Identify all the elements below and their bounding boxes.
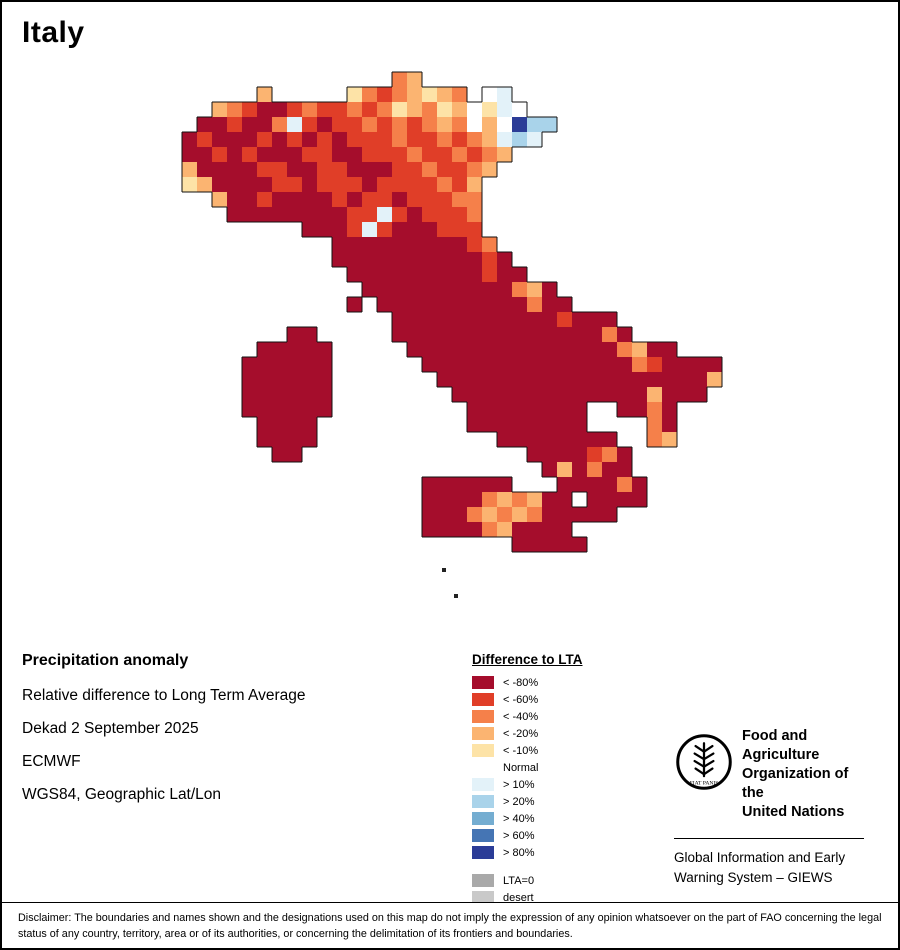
legend-label: < -40% xyxy=(503,710,539,723)
map-info-block: Precipitation anomaly Relative differenc… xyxy=(22,652,442,819)
legend-label: > 80% xyxy=(503,846,535,859)
legend-item: < -60% xyxy=(472,691,632,708)
legend-swatch xyxy=(472,829,494,842)
legend-swatch xyxy=(472,795,494,808)
fao-org-line2: Organization of the xyxy=(742,766,849,801)
legend-item: < -20% xyxy=(472,725,632,742)
legend-item: desert xyxy=(472,889,632,906)
legend-label: > 40% xyxy=(503,812,535,825)
legend-label: > 10% xyxy=(503,778,535,791)
fao-org-line1: Food and Agriculture xyxy=(742,728,820,763)
info-line-projection: WGS84, Geographic Lat/Lon xyxy=(22,786,222,803)
legend-label: LTA=0 xyxy=(503,874,535,887)
legend-item: LTA=0 xyxy=(472,872,632,889)
legend-label: < -20% xyxy=(503,727,539,740)
fao-branding-block: FIAT PANIS Food and Agriculture Organiza… xyxy=(674,727,874,888)
legend-swatch xyxy=(472,727,494,740)
info-line-source: ECMWF xyxy=(22,753,81,770)
disclaimer-text: Disclaimer: The boundaries and names sho… xyxy=(18,911,882,940)
fao-logo: FIAT PANIS xyxy=(676,734,732,790)
legend-swatch xyxy=(472,676,494,689)
legend-swatch xyxy=(472,891,494,904)
legend-item: < -40% xyxy=(472,708,632,725)
legend-label: > 60% xyxy=(503,829,535,842)
giews-line1: Global Information and Early xyxy=(674,850,846,865)
page-title: Italy xyxy=(22,16,85,49)
legend-swatch xyxy=(472,812,494,825)
legend-item: > 10% xyxy=(472,776,632,793)
legend-label: < -10% xyxy=(503,744,539,757)
legend-items: < -80% < -60% < -40% < -20% < -10% Normal > 10… xyxy=(472,674,632,861)
legend-swatch xyxy=(472,761,494,774)
info-line-dekad: Dekad 2 September 2025 xyxy=(22,720,199,737)
legend-item: < -80% xyxy=(472,674,632,691)
disclaimer-footer: Disclaimer: The boundaries and names sho… xyxy=(2,901,898,948)
legend-swatch xyxy=(472,846,494,859)
italy-precipitation-map xyxy=(181,71,723,598)
legend-swatch xyxy=(472,693,494,706)
legend-label: < -80% xyxy=(503,676,539,689)
legend-label: > 20% xyxy=(503,795,535,808)
legend-title: Difference to LTA xyxy=(472,652,583,667)
legend-item: Normal xyxy=(472,759,632,776)
info-heading: Precipitation anomaly xyxy=(22,652,189,669)
fao-org-name: Food and Agriculture Organization of the… xyxy=(742,727,874,822)
legend-item: > 60% xyxy=(472,827,632,844)
legend-label: desert xyxy=(503,891,534,904)
legend-item: > 20% xyxy=(472,793,632,810)
giews-line2: Warning System – GIEWS xyxy=(674,870,833,885)
map-legend: Difference to LTA < -80% < -60% < -40% < -2… xyxy=(472,652,632,906)
giews-label: Global Information and Early Warning Sys… xyxy=(674,848,874,888)
branding-divider xyxy=(674,838,864,839)
fao-logo-motto: FIAT PANIS xyxy=(690,781,719,787)
legend-item: > 40% xyxy=(472,810,632,827)
legend-swatch xyxy=(472,710,494,723)
legend-label: Normal xyxy=(503,761,539,774)
legend-item: < -10% xyxy=(472,742,632,759)
wheat-icon xyxy=(693,742,715,778)
legend-swatch xyxy=(472,874,494,887)
legend-swatch xyxy=(472,778,494,791)
info-line-description: Relative difference to Long Term Average xyxy=(22,687,306,704)
fao-org-line3: United Nations xyxy=(742,804,845,820)
legend-swatch xyxy=(472,744,494,757)
legend-extra-items: LTA=0 desert xyxy=(472,872,632,906)
legend-item: > 80% xyxy=(472,844,632,861)
legend-label: < -60% xyxy=(503,693,539,706)
